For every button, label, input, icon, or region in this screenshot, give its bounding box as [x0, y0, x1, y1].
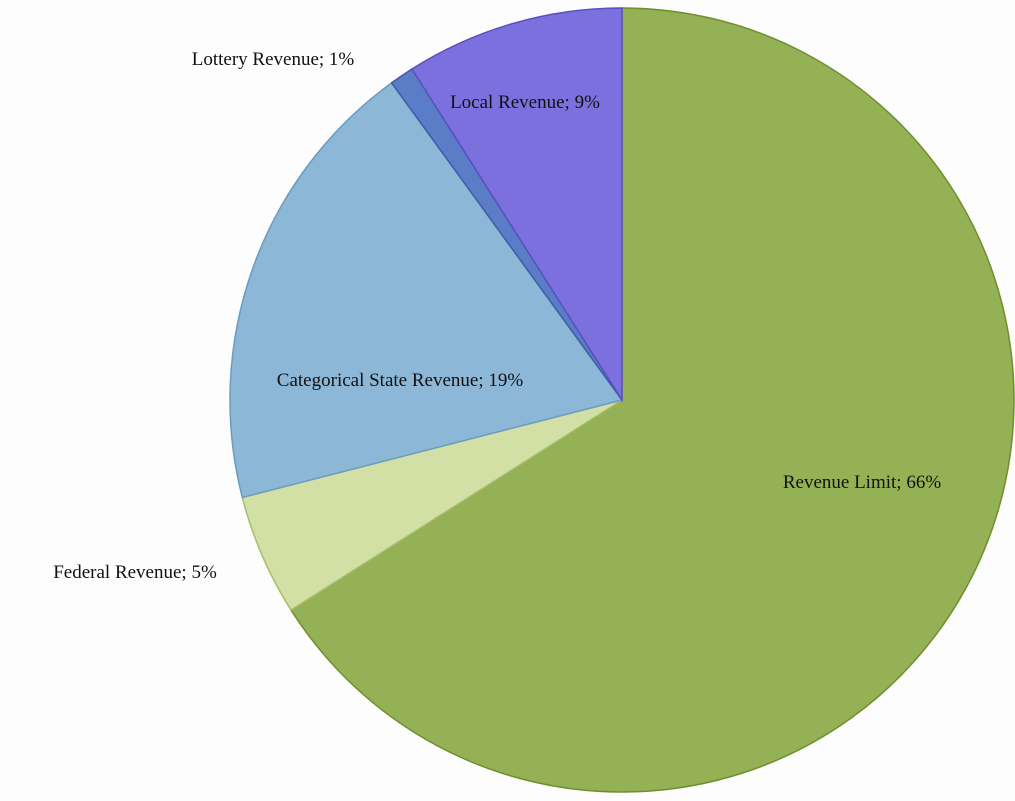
data-label: Federal Revenue; 5%: [53, 562, 217, 584]
pie-slice: [289, 7, 1015, 793]
pie-slice: [229, 81, 624, 499]
pie-slice: [410, 7, 623, 403]
data-label: Categorical State Revenue; 19%: [276, 370, 524, 392]
data-label: Local Revenue; 9%: [450, 92, 600, 114]
data-label: Revenue Limit; 66%: [782, 472, 942, 494]
data-label: Lottery Revenue; 1%: [191, 49, 355, 71]
